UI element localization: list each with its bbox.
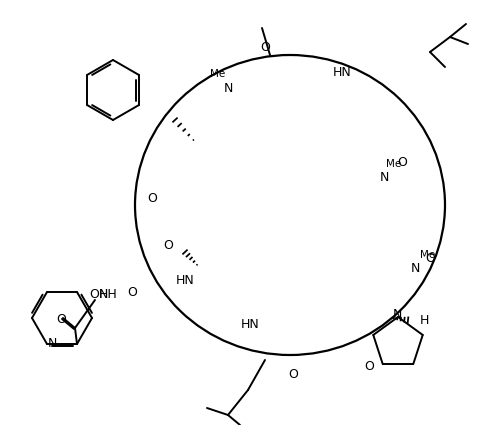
Text: Me: Me	[210, 69, 226, 79]
Text: O: O	[127, 286, 137, 298]
Text: OH: OH	[89, 288, 109, 300]
Text: HN: HN	[175, 274, 194, 286]
Text: O: O	[163, 238, 173, 252]
Text: O: O	[56, 314, 66, 326]
Text: N: N	[392, 308, 402, 320]
Text: Me: Me	[420, 250, 435, 260]
Text: N: N	[410, 261, 420, 275]
Text: Me: Me	[386, 159, 401, 169]
Text: N: N	[379, 170, 389, 184]
Text: NH: NH	[99, 289, 118, 301]
Text: N: N	[48, 337, 57, 351]
Text: H: H	[419, 314, 429, 326]
Text: HN: HN	[332, 65, 351, 79]
Text: N: N	[223, 82, 233, 94]
Text: O: O	[397, 156, 407, 170]
Text: O: O	[288, 368, 298, 382]
Text: O: O	[425, 252, 435, 264]
Text: HN: HN	[241, 318, 260, 332]
Text: O: O	[364, 360, 374, 374]
Text: O: O	[147, 192, 157, 204]
Text: O: O	[260, 40, 270, 54]
